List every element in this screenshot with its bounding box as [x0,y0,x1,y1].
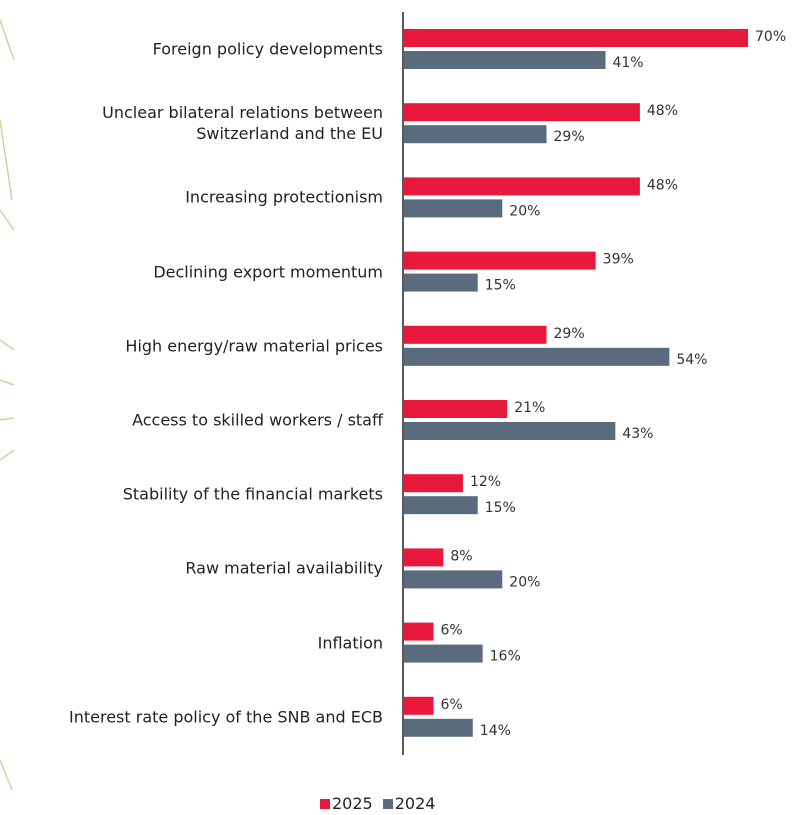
value-label: 6% [440,697,462,713]
value-label: 48% [647,177,678,193]
bar [404,400,508,418]
bar [404,622,434,641]
value-label: 16% [490,649,521,665]
category-label: Access to skilled workers / staff [132,410,383,430]
bar [404,325,547,344]
legend-swatch [382,798,393,809]
bar [404,696,434,715]
value-label: 6% [440,623,462,639]
bar [404,125,547,144]
value-label: 15% [485,278,516,294]
bar [404,29,748,47]
bar [404,103,640,122]
value-label: 20% [509,574,540,590]
value-label: 54% [676,352,707,368]
legend-swatch [320,798,330,809]
legend-item: 2024 [382,794,436,813]
value-label: 39% [603,252,634,268]
category-label: High energy/raw material prices [125,336,383,356]
bar [404,199,503,218]
value-label: 41% [612,55,643,71]
value-label: 43% [622,426,653,442]
bar [404,177,640,196]
legend-label: 2025 [332,794,373,813]
bar [404,51,606,69]
bar [404,644,483,663]
bar [404,570,503,589]
bar [404,251,596,270]
bar [404,548,444,567]
legend: 2025 2024 [320,794,435,813]
bar [404,347,670,366]
category-label: Inflation [317,633,383,653]
value-label: 70% [755,29,786,45]
value-label: 8% [450,548,472,564]
category-label: Unclear bilateral relations between Swit… [102,103,383,144]
category-label: Foreign policy developments [152,39,383,59]
bar [404,474,463,493]
value-label: 12% [470,474,501,490]
value-label: 14% [480,723,511,739]
category-label: Increasing protectionism [185,187,383,207]
decoration [0,19,15,791]
value-label: 29% [554,326,585,342]
value-label: 21% [514,400,545,416]
legend-label: 2024 [394,794,436,813]
category-label: Interest rate policy of the SNB and ECB [69,707,383,727]
bar [404,273,478,292]
legend-item: 2025 [320,794,373,813]
bar [404,718,473,737]
value-label: 15% [485,500,516,516]
value-label: 48% [647,103,678,119]
bar [404,422,616,440]
category-label: Raw material availability [185,558,383,578]
category-label: Stability of the financial markets [122,484,383,504]
category-label: Declining export momentum [153,262,383,282]
value-label: 29% [554,129,585,145]
bar [404,496,478,515]
value-label: 20% [509,203,540,219]
